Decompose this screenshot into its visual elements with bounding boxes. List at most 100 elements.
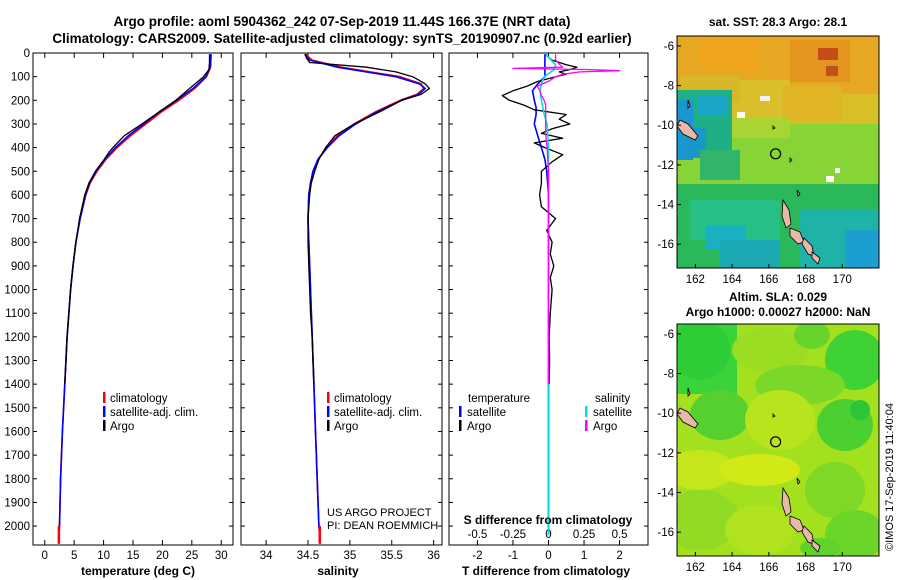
sla-map-island — [687, 387, 691, 397]
map-lon-label: 166 — [759, 274, 778, 286]
s-difference-tick-label: 0.5 — [612, 529, 628, 541]
depth-tick-label: 1300 — [4, 356, 30, 368]
depth-tick-label: 1000 — [4, 285, 30, 297]
map-lat-label: -16 — [657, 527, 674, 539]
argo-float-marker — [769, 436, 782, 448]
sst-map-island — [811, 251, 821, 265]
temperature-axis-label: temperature (deg C) — [81, 564, 195, 578]
sst-map-title: sat. SST: 28.3 Argo: 28.1 — [709, 15, 848, 29]
map-axes-ticks: 162 164 166 168 170 -6 -8 -10 -12 -14 -16 162 164 166… — [657, 41, 851, 574]
sst-map-island — [772, 125, 776, 130]
map-lon-label: 164 — [722, 562, 742, 574]
legend-label-climatology: climatology — [110, 393, 168, 405]
salinity-legend: climatology satellite-adj. clim. Argo — [327, 392, 422, 433]
sla-map-island — [781, 486, 792, 517]
depth-tick-label: 1400 — [4, 379, 30, 391]
depth-tick-label: 900 — [11, 261, 30, 273]
legend-swatch-climatology — [327, 392, 330, 403]
map-lat-label: -6 — [664, 41, 674, 53]
figure-title-line2: Climatology: CARS2009. Satellite-adjuste… — [52, 31, 631, 46]
sst-map-island — [676, 119, 699, 141]
map-lat-label: -6 — [664, 329, 674, 341]
map-lat-label: -10 — [657, 120, 674, 132]
x-tick-label: 30 — [215, 550, 228, 562]
sla-map-island — [789, 515, 805, 533]
map-lon-label: 162 — [686, 274, 705, 286]
map-lon-label: 166 — [759, 562, 778, 574]
legend-label-climatology: climatology — [334, 393, 392, 405]
map-lat-label: -16 — [657, 239, 674, 251]
s-difference-tick-label: 0.25 — [573, 529, 595, 541]
depth-tick-label: 500 — [11, 166, 30, 178]
x-tick-label: 1 — [581, 550, 587, 562]
depth-tick-label: 400 — [11, 143, 30, 155]
legend-swatch-satellite — [327, 406, 330, 417]
temperature-panel-frame — [32, 52, 234, 546]
difference-legend: temperature satellite Argo salinity sate… — [459, 393, 632, 433]
legend-label-t-argo: Argo — [467, 421, 491, 433]
credit-line2: PI: DEAN ROEMMICH — [327, 520, 438, 532]
depth-tick-label: 1900 — [4, 497, 30, 509]
map-lon-label: 168 — [796, 274, 815, 286]
sst-map-island — [781, 198, 792, 229]
depth-tick-label: 1100 — [5, 308, 30, 320]
map-lat-label: -12 — [657, 448, 674, 460]
legend-label-argo: Argo — [334, 421, 358, 433]
sla-map-field — [677, 324, 879, 556]
s-difference-tick-label: -0.25 — [500, 529, 526, 541]
x-tick-label: -1 — [508, 550, 518, 562]
depth-tick-label: 1600 — [4, 426, 30, 438]
depth-tick-label: 1500 — [4, 403, 30, 415]
sst-map — [676, 35, 880, 269]
profile-line-argo — [64, 54, 211, 385]
legend-swatch-t-satellite — [459, 406, 462, 417]
x-tick-label: 36 — [427, 550, 440, 562]
x-tick-label: 0 — [42, 550, 48, 562]
depth-tick-label: 2000 — [4, 521, 30, 533]
s-difference-tick-label: -0.5 — [468, 529, 488, 541]
credit-line1: US ARGO PROJECT — [327, 507, 432, 519]
depth-tick-label: 1800 — [4, 474, 30, 486]
x-tick-label: 15 — [127, 550, 140, 562]
depth-tick-label: 200 — [11, 95, 30, 107]
legend-swatch-t-argo — [459, 420, 462, 431]
legend-label-satellite: satellite-adj. clim. — [334, 407, 422, 419]
sst-map-island — [687, 99, 691, 109]
sla-map-island — [676, 407, 699, 429]
map-lat-label: -8 — [664, 369, 674, 381]
depth-tick-label: 0 — [24, 48, 30, 60]
map-lat-label: -10 — [657, 408, 674, 420]
map-lat-label: -14 — [657, 488, 674, 500]
argo-float-marker — [769, 148, 782, 160]
map-lon-label: 164 — [722, 274, 742, 286]
sla-map-island — [811, 539, 821, 553]
depth-tick-label: 700 — [11, 214, 30, 226]
salinity-axis-label: salinity — [317, 564, 359, 578]
map-lon-label: 168 — [796, 562, 815, 574]
sst-map-island — [796, 189, 801, 197]
sla-map-island — [801, 525, 815, 545]
legend-label-satellite: satellite-adj. clim. — [110, 407, 198, 419]
sst-map-island — [789, 227, 805, 245]
profile-lines — [57, 53, 621, 544]
legend-swatch-argo — [103, 420, 106, 431]
legend-swatch-s-satellite — [585, 406, 588, 417]
legend-label-t-satellite: satellite — [467, 407, 506, 419]
t-difference-axis-label: T difference from climatology — [462, 564, 630, 578]
x-tick-label: 34.5 — [297, 550, 319, 562]
depth-tick-label: 800 — [11, 237, 30, 249]
depth-tick-label: 100 — [11, 72, 30, 84]
x-tick-label: 35.5 — [381, 550, 403, 562]
legend-swatch-s-argo — [585, 420, 588, 431]
legend-swatch-climatology — [103, 392, 106, 403]
sst-map-island — [801, 237, 815, 257]
figure-title-line1: Argo profile: aoml 5904362_242 07-Sep-20… — [114, 14, 571, 29]
sla-map-subtitle: Argo h1000: 0.00027 h2000: NaN — [686, 305, 871, 319]
x-tick-label: 25 — [185, 550, 198, 562]
x-tick-label: 5 — [71, 550, 77, 562]
x-tick-label: 20 — [156, 550, 169, 562]
x-tick-label: -2 — [472, 550, 482, 562]
sla-map-title: Altim. SLA: 0.029 — [729, 290, 827, 304]
sla-map — [676, 323, 880, 557]
